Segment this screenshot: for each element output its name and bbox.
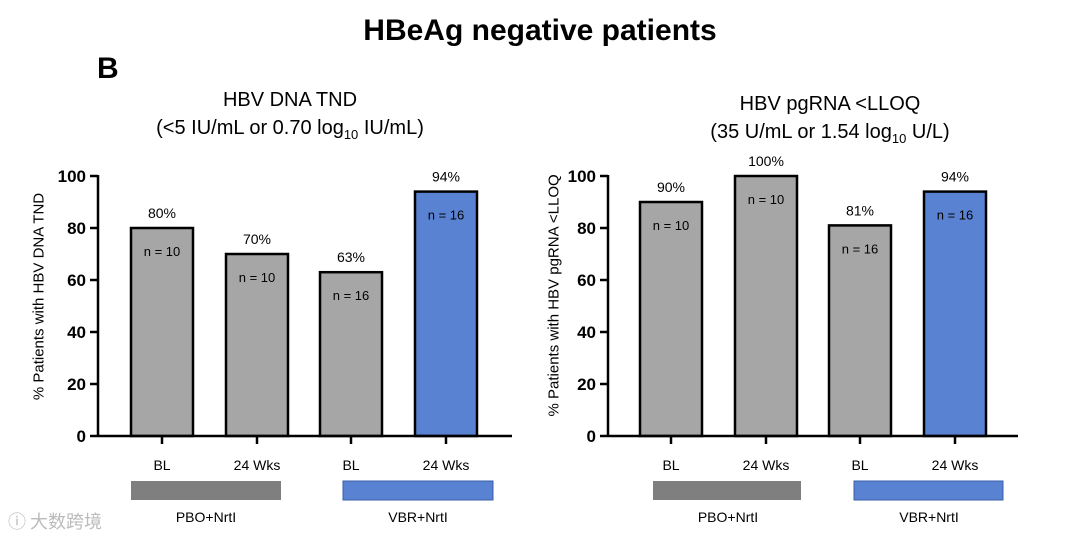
chart2-group-label-vbr: VBR+NrtI: [899, 509, 959, 525]
chart1-n-label-2: n = 10: [239, 270, 276, 285]
chart2-y-tick-label-100: 100: [568, 167, 596, 186]
chart1-group-label-pbo: PBO+NrtI: [175, 509, 237, 525]
chart1-y-tick-label-20: 20: [67, 375, 86, 394]
chart2-y-tick-label-60: 60: [577, 271, 596, 290]
chart1-value-label-2: 70%: [243, 231, 271, 247]
chart2-category-label-2: 24 Wks: [743, 457, 790, 473]
panel-letter: B: [97, 52, 119, 85]
chart1-category-label-2: 24 Wks: [234, 457, 281, 473]
chart1-group-bar-2: [342, 480, 494, 501]
chart1-group-bar-1: [131, 481, 281, 500]
chart2-bar-4: [922, 190, 988, 438]
chart2-bar-3: [827, 224, 893, 438]
chart2-y-tick-label-0: 0: [587, 427, 596, 446]
chart2-bar-2: [733, 174, 799, 438]
chart2-group-bar-1: [653, 481, 801, 500]
chart1-title: HBV DNA TND (<5 IU/mL or 0.70 log10 IU/m…: [100, 86, 480, 149]
chart2-y-tick-label-20: 20: [577, 375, 596, 394]
chart1-y-tick-label-40: 40: [67, 323, 86, 342]
chart1-value-label-4: 94%: [432, 169, 460, 185]
figure-title: HBeAg negative patients: [363, 14, 717, 47]
chart2-group-bar-2: [853, 480, 1004, 501]
chart2-n-label-4: n = 16: [937, 208, 974, 223]
watermark-text: 大数跨境: [30, 512, 102, 532]
chart2-title-line2: (35 U/mL or 1.54 log10 U/L): [710, 121, 950, 146]
chart1-n-label-4: n = 16: [428, 208, 465, 223]
chart1-bar-1: [129, 226, 195, 438]
watermark-logo-icon: ⓘ: [8, 512, 26, 532]
chart2-y-tick-label-80: 80: [577, 219, 596, 238]
chart2-value-label-3: 81%: [846, 202, 874, 218]
chart2-title: HBV pgRNA <LLOQ (35 U/mL or 1.54 log10 U…: [640, 90, 1020, 153]
chart2-title-line1: HBV pgRNA <LLOQ: [739, 93, 921, 115]
chart2-value-label-1: 90%: [657, 179, 685, 195]
chart2-value-label-4: 94%: [941, 169, 969, 185]
chart2-group-label-pbo: PBO+NrtI: [697, 509, 759, 525]
chart2-category-label-1: BL: [662, 457, 679, 473]
chart1-y-tick-label-100: 100: [58, 167, 86, 186]
chart2-n-label-2: n = 10: [748, 192, 785, 207]
chart1-group-label-vbr: VBR+NrtI: [388, 509, 448, 525]
chart2-category-label-4: 24 Wks: [932, 457, 979, 473]
chart1-bar-3: [318, 270, 384, 438]
chart1-bar-4: [413, 190, 479, 438]
chart2-n-label-3: n = 16: [842, 241, 879, 256]
chart2-category-label-3: BL: [851, 457, 868, 473]
chart2-n-label-1: n = 10: [653, 218, 690, 233]
chart2-y-tick-label-40: 40: [577, 323, 596, 342]
chart1-y-tick-label-80: 80: [67, 219, 86, 238]
chart1-category-label-3: BL: [342, 457, 359, 473]
chart1-n-label-3: n = 16: [333, 288, 370, 303]
chart2-value-label-2: 100%: [748, 153, 784, 169]
chart1-value-label-1: 80%: [148, 205, 176, 221]
chart1-y-tick-label-0: 0: [77, 427, 86, 446]
watermark: ⓘ 大数跨境: [8, 508, 102, 534]
chart1-value-label-3: 63%: [337, 249, 365, 265]
chart1-category-label-4: 24 Wks: [423, 457, 470, 473]
chart2-bar-1: [638, 200, 704, 438]
chart1-y-tick-label-60: 60: [67, 271, 86, 290]
chart1-title-line2: (<5 IU/mL or 0.70 log10 IU/mL): [156, 117, 424, 142]
chart1-category-label-1: BL: [153, 457, 170, 473]
chart1-n-label-1: n = 10: [144, 244, 181, 259]
chart1-title-line1: HBV DNA TND: [222, 89, 358, 111]
